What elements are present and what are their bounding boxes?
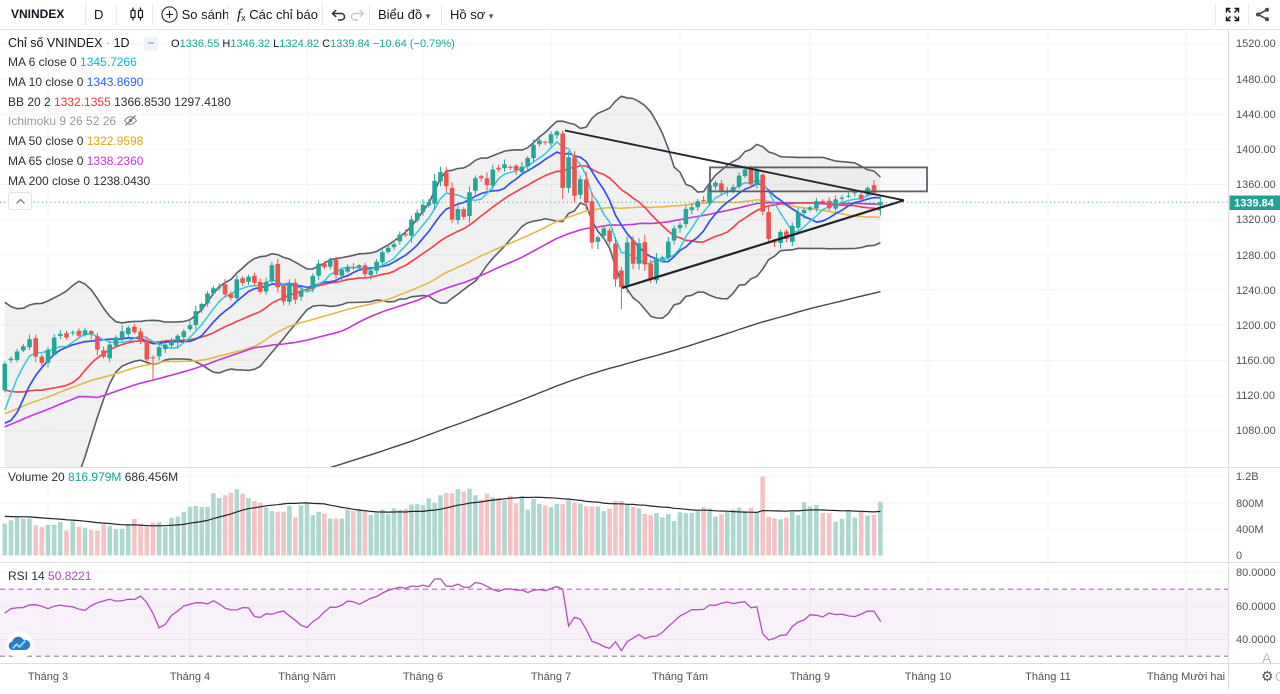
svg-text:1339.84: 1339.84 [1234,198,1275,210]
